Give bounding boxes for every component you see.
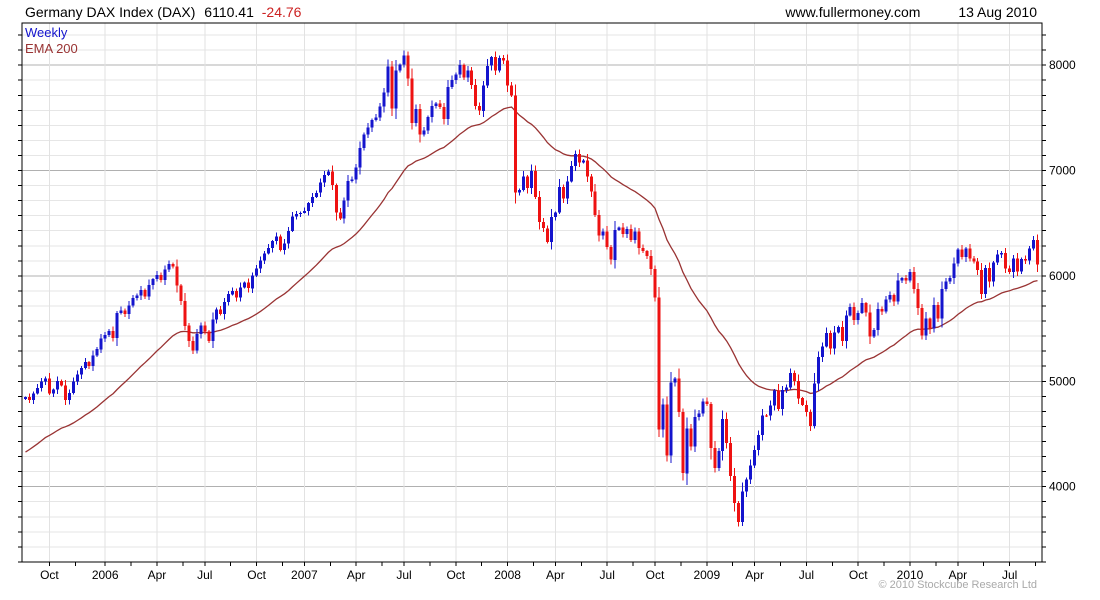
svg-text:Apr: Apr xyxy=(347,568,366,582)
website-label: www.fullermoney.com xyxy=(785,4,921,20)
svg-text:Apr: Apr xyxy=(948,568,967,582)
svg-text:4000: 4000 xyxy=(1049,480,1076,494)
chart-header: Germany DAX Index (DAX) 6110.41 -24.76 xyxy=(25,4,301,20)
svg-text:Jul: Jul xyxy=(396,568,411,582)
svg-text:2010: 2010 xyxy=(897,568,924,582)
svg-text:5000: 5000 xyxy=(1049,374,1076,388)
svg-text:8000: 8000 xyxy=(1049,58,1076,72)
date-label: 13 Aug 2010 xyxy=(958,4,1037,20)
svg-text:Oct: Oct xyxy=(40,568,59,582)
svg-text:Oct: Oct xyxy=(446,568,465,582)
svg-text:Jul: Jul xyxy=(197,568,212,582)
svg-text:Apr: Apr xyxy=(546,568,565,582)
svg-text:Jul: Jul xyxy=(1002,568,1017,582)
svg-text:2008: 2008 xyxy=(494,568,521,582)
legend-ema-label: EMA 200 xyxy=(25,41,78,56)
svg-text:2007: 2007 xyxy=(291,568,318,582)
svg-text:Jul: Jul xyxy=(799,568,814,582)
chart-legend: Weekly EMA 200 xyxy=(25,25,78,57)
change-value: -24.76 xyxy=(261,4,302,20)
header-right: www.fullermoney.com 13 Aug 2010 xyxy=(785,4,1037,20)
svg-text:2009: 2009 xyxy=(693,568,720,582)
svg-text:Apr: Apr xyxy=(148,568,167,582)
last-price: 6110.41 xyxy=(204,4,254,20)
svg-text:Oct: Oct xyxy=(849,568,868,582)
svg-text:7000: 7000 xyxy=(1049,164,1076,178)
legend-weekly-label: Weekly xyxy=(25,25,68,40)
svg-text:6000: 6000 xyxy=(1049,269,1076,283)
svg-text:Jul: Jul xyxy=(600,568,615,582)
svg-text:Apr: Apr xyxy=(745,568,764,582)
svg-text:2006: 2006 xyxy=(92,568,119,582)
svg-text:Oct: Oct xyxy=(646,568,665,582)
copyright-label: © 2010 Stockcube Research Ltd xyxy=(878,579,1037,591)
page-title: Germany DAX Index (DAX) xyxy=(25,4,196,20)
svg-text:Oct: Oct xyxy=(247,568,266,582)
